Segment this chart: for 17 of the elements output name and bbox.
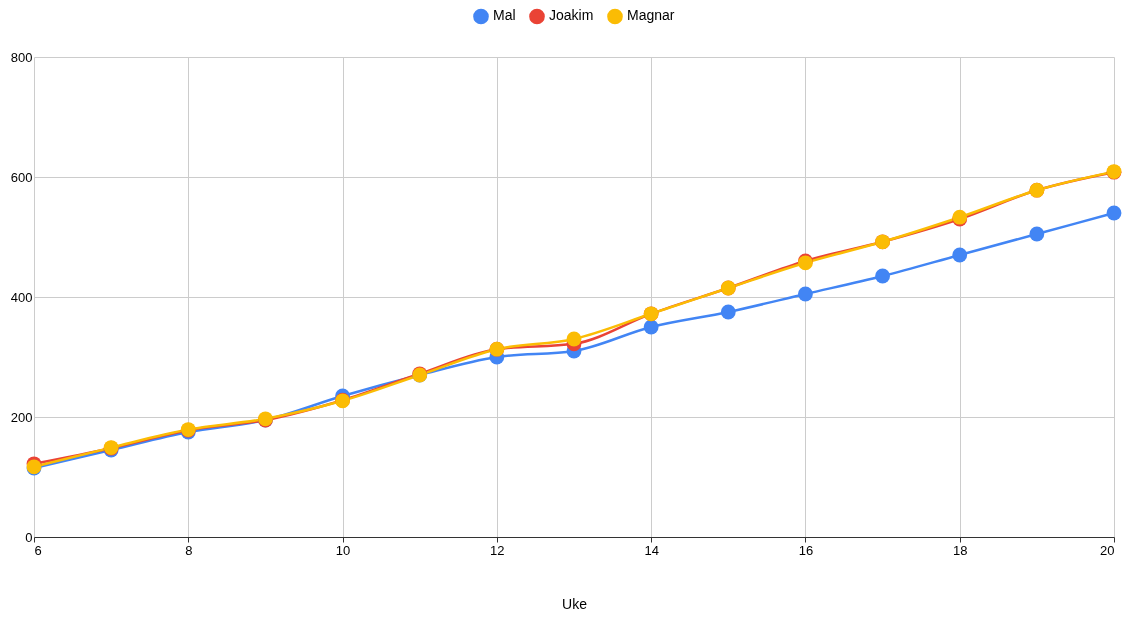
y-tick-label: 600	[10, 169, 33, 185]
y-tick-label: 400	[10, 289, 33, 305]
x-tick-label: 6	[34, 542, 42, 558]
x-axis-title: Uke	[562, 595, 588, 612]
x-tick-label: 14	[644, 542, 659, 558]
y-tick-label: 200	[10, 409, 33, 425]
y-tick-label: 800	[10, 49, 33, 65]
x-tick-label: 10	[335, 542, 351, 558]
x-tick-label: 16	[798, 542, 814, 558]
legend-label: Joakim	[549, 7, 594, 24]
x-tick-label: 12	[490, 542, 505, 558]
legend-label: Mal	[493, 7, 516, 24]
x-tick-label: 20	[1100, 542, 1115, 558]
x-tick-label: 8	[185, 542, 193, 558]
y-tick-label: 0	[25, 529, 33, 545]
legend-label: Magnar	[627, 7, 675, 24]
x-tick-label: 18	[952, 542, 968, 558]
